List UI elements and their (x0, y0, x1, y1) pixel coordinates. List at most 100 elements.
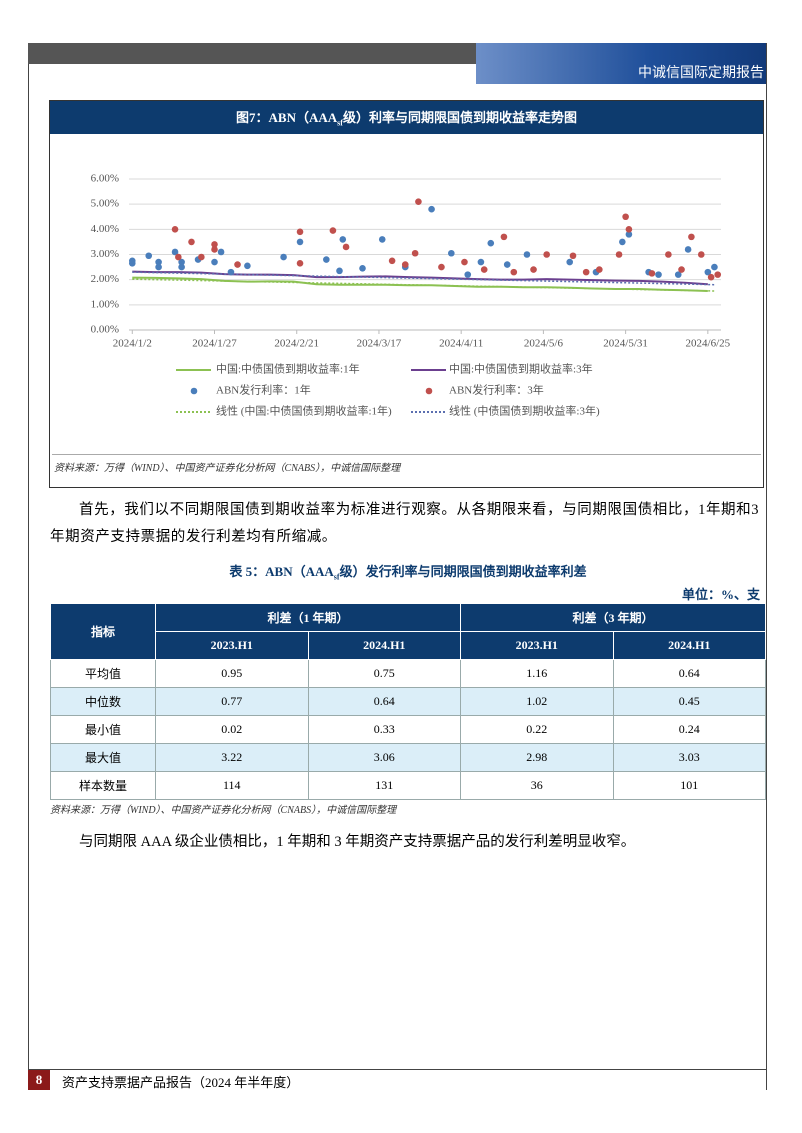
scatter-point (244, 262, 251, 270)
y-tick-label: 5.00% (91, 198, 119, 210)
subheader-cell: 2024.H1 (612, 631, 766, 660)
scatter-point (523, 251, 531, 258)
table-cell: 0.77 (155, 687, 309, 716)
x-tick-label: 2024/1/2 (113, 338, 152, 350)
table-cell: 36 (460, 771, 614, 800)
y-tick-label: 0.00% (91, 324, 119, 336)
table-unit: 单位：%、支 (681, 587, 760, 602)
legend-label: ABN发行利率：1年 (216, 383, 311, 397)
scatter-point (582, 268, 590, 276)
figure-source: 资料来源：万得（WIND）、中国资产证券化分析网（CNABS），中诚信国际整理 (52, 454, 761, 478)
scatter-point (342, 243, 350, 251)
scatter-point (178, 258, 185, 266)
title-part: 级）利率与同期限国债到期收益率走势图 (342, 110, 577, 125)
table-source: 资料来源：万得（WIND）、中国资产证券化分析网（CNABS），中诚信国际整理 (50, 805, 397, 816)
header-row: 指标 利差（1 年期） 利差（3 年期） (50, 603, 766, 660)
scatter-point (211, 246, 218, 253)
header-bar (28, 43, 476, 64)
scatter-point (280, 253, 287, 261)
scatter-point (329, 227, 337, 234)
scatter-point (503, 261, 511, 268)
table-row: 样本数量 114 131 36 101 (50, 771, 766, 800)
y-tick-label: 3.00% (91, 248, 119, 260)
scatter-point (359, 265, 366, 272)
scatter-point (217, 248, 225, 256)
scatter-point (487, 239, 495, 247)
scatter-point (615, 251, 623, 258)
scatter-point (477, 258, 485, 266)
scatter-point (128, 260, 136, 267)
x-tick-label: 2024/4/11 (439, 338, 483, 350)
table-cell: 最小值 (50, 715, 156, 744)
table-cell: 3.22 (155, 743, 309, 772)
scatter-point (411, 249, 419, 257)
title-part: 级）发行利率与同期限国债到期收益率利差 (339, 564, 587, 579)
line (132, 271, 715, 286)
y-tick-label: 4.00% (91, 223, 119, 235)
footer-rule (28, 1069, 766, 1070)
x-tick-label: 2024/1/27 (192, 338, 237, 350)
scatter-point (625, 226, 633, 233)
legend-label: ABN发行利率：3年 (449, 383, 544, 397)
scatter-point (566, 258, 574, 266)
page-number: 8 (28, 1070, 50, 1090)
table-cell: 0.22 (460, 715, 614, 744)
line (132, 276, 708, 292)
legend-marker (190, 387, 198, 395)
scatter-point (145, 252, 153, 260)
scatter-point (198, 253, 205, 261)
table-cell: 中位数 (50, 687, 156, 716)
scatter-point (569, 252, 577, 260)
scatter-point (461, 258, 468, 266)
subheader-cell: 2023.H1 (460, 631, 614, 660)
table-cell: 101 (612, 771, 766, 800)
scatter-point (480, 266, 488, 273)
scatter-point (448, 249, 455, 257)
header-cell: 指标 (50, 603, 156, 660)
table-row: 最小值 0.02 0.33 0.22 0.24 (50, 715, 766, 744)
table-cell: 1.16 (460, 659, 614, 688)
scatter-point (415, 198, 422, 205)
scatter-point (688, 233, 695, 241)
scatter-point (711, 263, 718, 271)
scatter-point (697, 251, 705, 258)
scatter-point (155, 258, 162, 266)
line (132, 278, 715, 292)
y-tick-label: 2.00% (91, 273, 119, 285)
scatter-point (622, 213, 629, 221)
title-part: 表 5：ABN（AAA (229, 564, 334, 579)
scatter-point (171, 248, 179, 256)
subheader-row: 2023.H1 2024.H1 2023.H1 2024.H1 (51, 631, 766, 660)
scatter-point (678, 266, 685, 273)
x-tick-label: 2024/3/17 (357, 338, 402, 350)
table-cell: 3.06 (307, 743, 461, 772)
figure-title: 图7：ABN（AAAsf级）利率与同期限国债到期收益率走势图 (50, 101, 763, 134)
header-title: 中诚信国际定期报告 (638, 66, 764, 81)
subheader-cell: 2023.H1 (155, 631, 309, 660)
table-cell: 3.03 (612, 743, 766, 772)
scatter-point (707, 273, 715, 281)
table-row: 最大值 3.22 3.06 2.98 3.03 (50, 743, 766, 772)
line (132, 270, 708, 286)
scatter-point (684, 246, 692, 253)
scatter-point (464, 271, 472, 278)
legend-label: 中国:中债国债到期收益率:3年 (449, 362, 593, 376)
scatter-point (336, 267, 343, 275)
paragraph: 首先，我们以不同期限国债到期收益率为标准进行观察。从各期限来看，与同期限国债相比… (50, 502, 760, 545)
scatter-point (438, 263, 445, 271)
scatter-point (648, 270, 656, 277)
scatter-point (378, 236, 386, 243)
scatter-point (234, 261, 241, 268)
scatter-point (655, 271, 662, 278)
table-cell: 131 (307, 771, 461, 800)
table-cell: 2.98 (460, 743, 614, 772)
table-row: 中位数 0.77 0.64 1.02 0.45 (50, 687, 766, 716)
table-cell: 平均值 (50, 659, 156, 688)
table-cell: 0.24 (612, 715, 766, 744)
legend-marker (425, 387, 433, 395)
scatter-point (296, 260, 304, 267)
table-cell: 0.64 (307, 687, 461, 716)
header-cell: 利差（3 年期） (460, 603, 766, 632)
x-tick-label: 2024/5/6 (524, 338, 564, 350)
scatter-point (296, 238, 304, 246)
